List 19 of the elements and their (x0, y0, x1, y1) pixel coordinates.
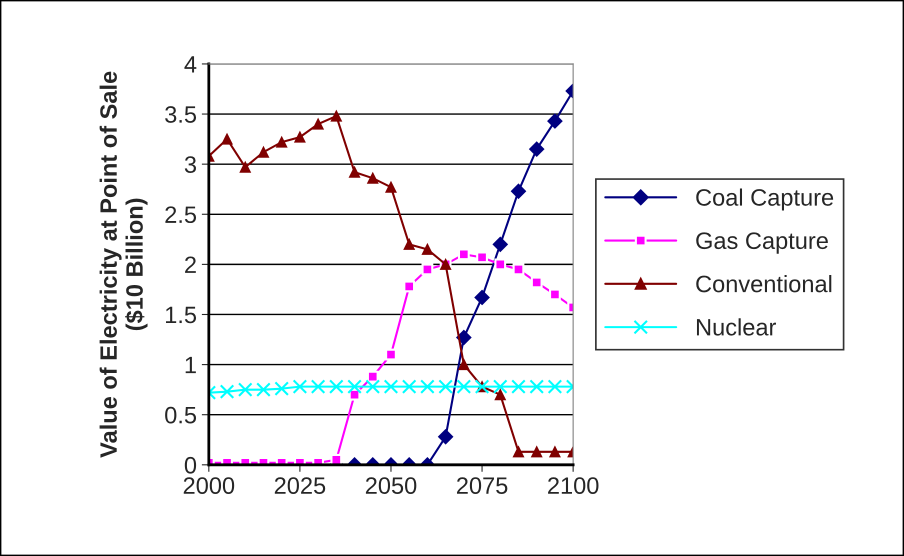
y-tick-label: 1.5 (166, 306, 196, 324)
y-tick-label: 3 (184, 156, 196, 173)
y-tick-label: 1 (186, 356, 196, 374)
x-tick-label: 2000 (184, 477, 234, 494)
legend-label: Gas Capture (696, 232, 828, 254)
y-tick-label: 4 (184, 56, 196, 72)
legend-label: Coal Capture (696, 188, 834, 210)
x-tick-label: 2100 (548, 477, 598, 494)
y-axis-title: Value of Electricity at Point of Sale ($10 Billion) (100, 72, 148, 458)
y-tick-label: 0.5 (165, 406, 196, 424)
y-tick-label: 3.5 (165, 106, 196, 123)
legend-label: Nuclear (696, 318, 776, 336)
x-tick-label: 2075 (456, 477, 508, 494)
legend-label: Conventional (696, 275, 832, 292)
x-tick-label: 2025 (274, 477, 326, 494)
y-tick-label: 2 (185, 256, 196, 273)
y-tick-label: 0 (184, 456, 196, 474)
y-tick-label: 2.5 (165, 206, 196, 224)
x-tick-label: 2050 (366, 477, 416, 494)
